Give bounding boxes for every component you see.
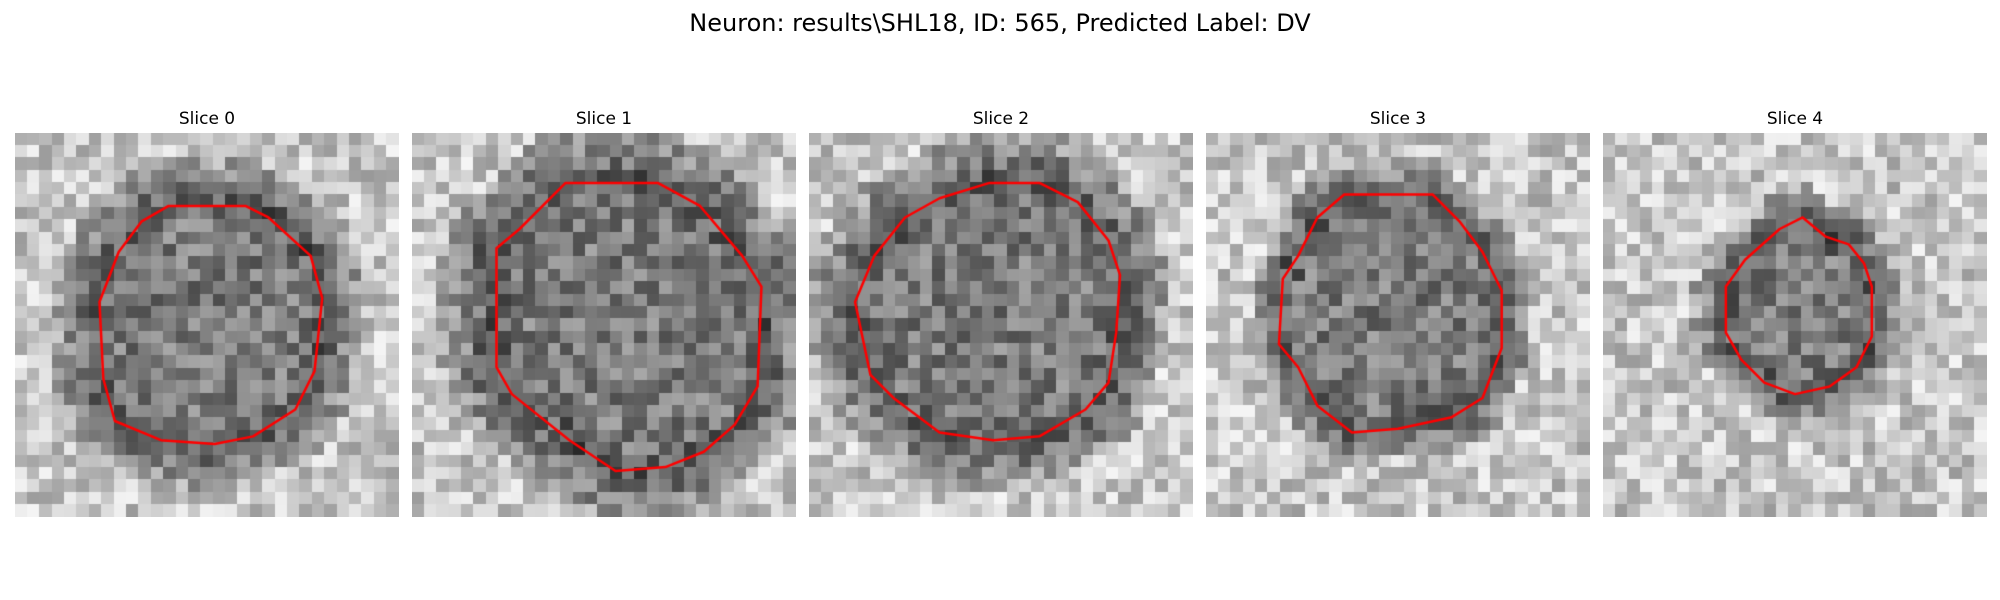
slice-image-4 [1603,133,1987,517]
slice-title-1: Slice 1 [575,109,633,129]
slice-title-0: Slice 0 [178,109,236,129]
slice-image-1 [412,133,796,517]
slice-image-0 [15,133,399,517]
slice-title-2: Slice 2 [972,109,1030,129]
slice-image-3 [1206,133,1590,517]
figure-title: Neuron: results\SHL18, ID: 565, Predicte… [689,9,1311,37]
slice-image-2 [809,133,1193,517]
slice-title-4: Slice 4 [1766,109,1824,129]
slice-title-3: Slice 3 [1369,109,1427,129]
